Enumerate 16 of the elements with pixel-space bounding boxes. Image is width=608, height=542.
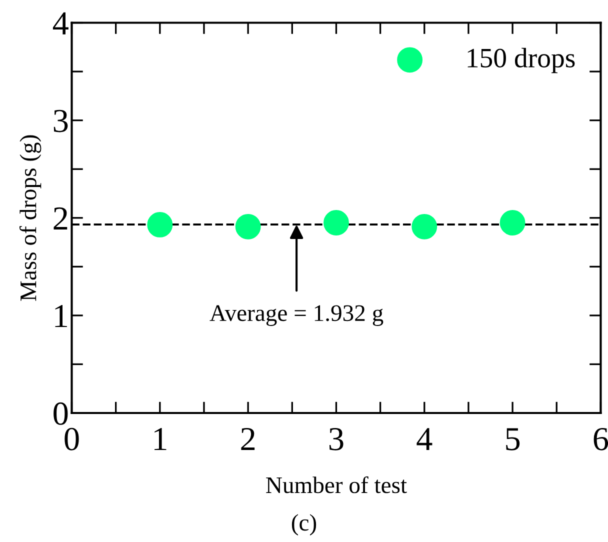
- x-tick-label: 3: [329, 428, 344, 450]
- y-tick-label: 4: [52, 12, 68, 34]
- x-axis-title: Number of test: [266, 476, 407, 494]
- x-tick-label: 5: [506, 428, 520, 450]
- y-tick-label: 3: [54, 110, 68, 132]
- text: (c): [292, 514, 316, 536]
- y-tick-label: 1: [55, 305, 67, 328]
- annotation: Average = 1.932 g: [210, 305, 384, 326]
- x-tick-label: 2: [241, 428, 255, 450]
- x-tick-label: 6: [594, 428, 608, 450]
- y-tick-label: 0: [54, 402, 68, 425]
- y-tick-label: 2: [54, 207, 68, 230]
- x-tick-label: 1: [154, 428, 166, 450]
- x-tick-label: 4: [416, 428, 432, 450]
- legend-label: 150 drops: [468, 48, 575, 74]
- y-axis-title: Mass of drops (g): [19, 135, 42, 301]
